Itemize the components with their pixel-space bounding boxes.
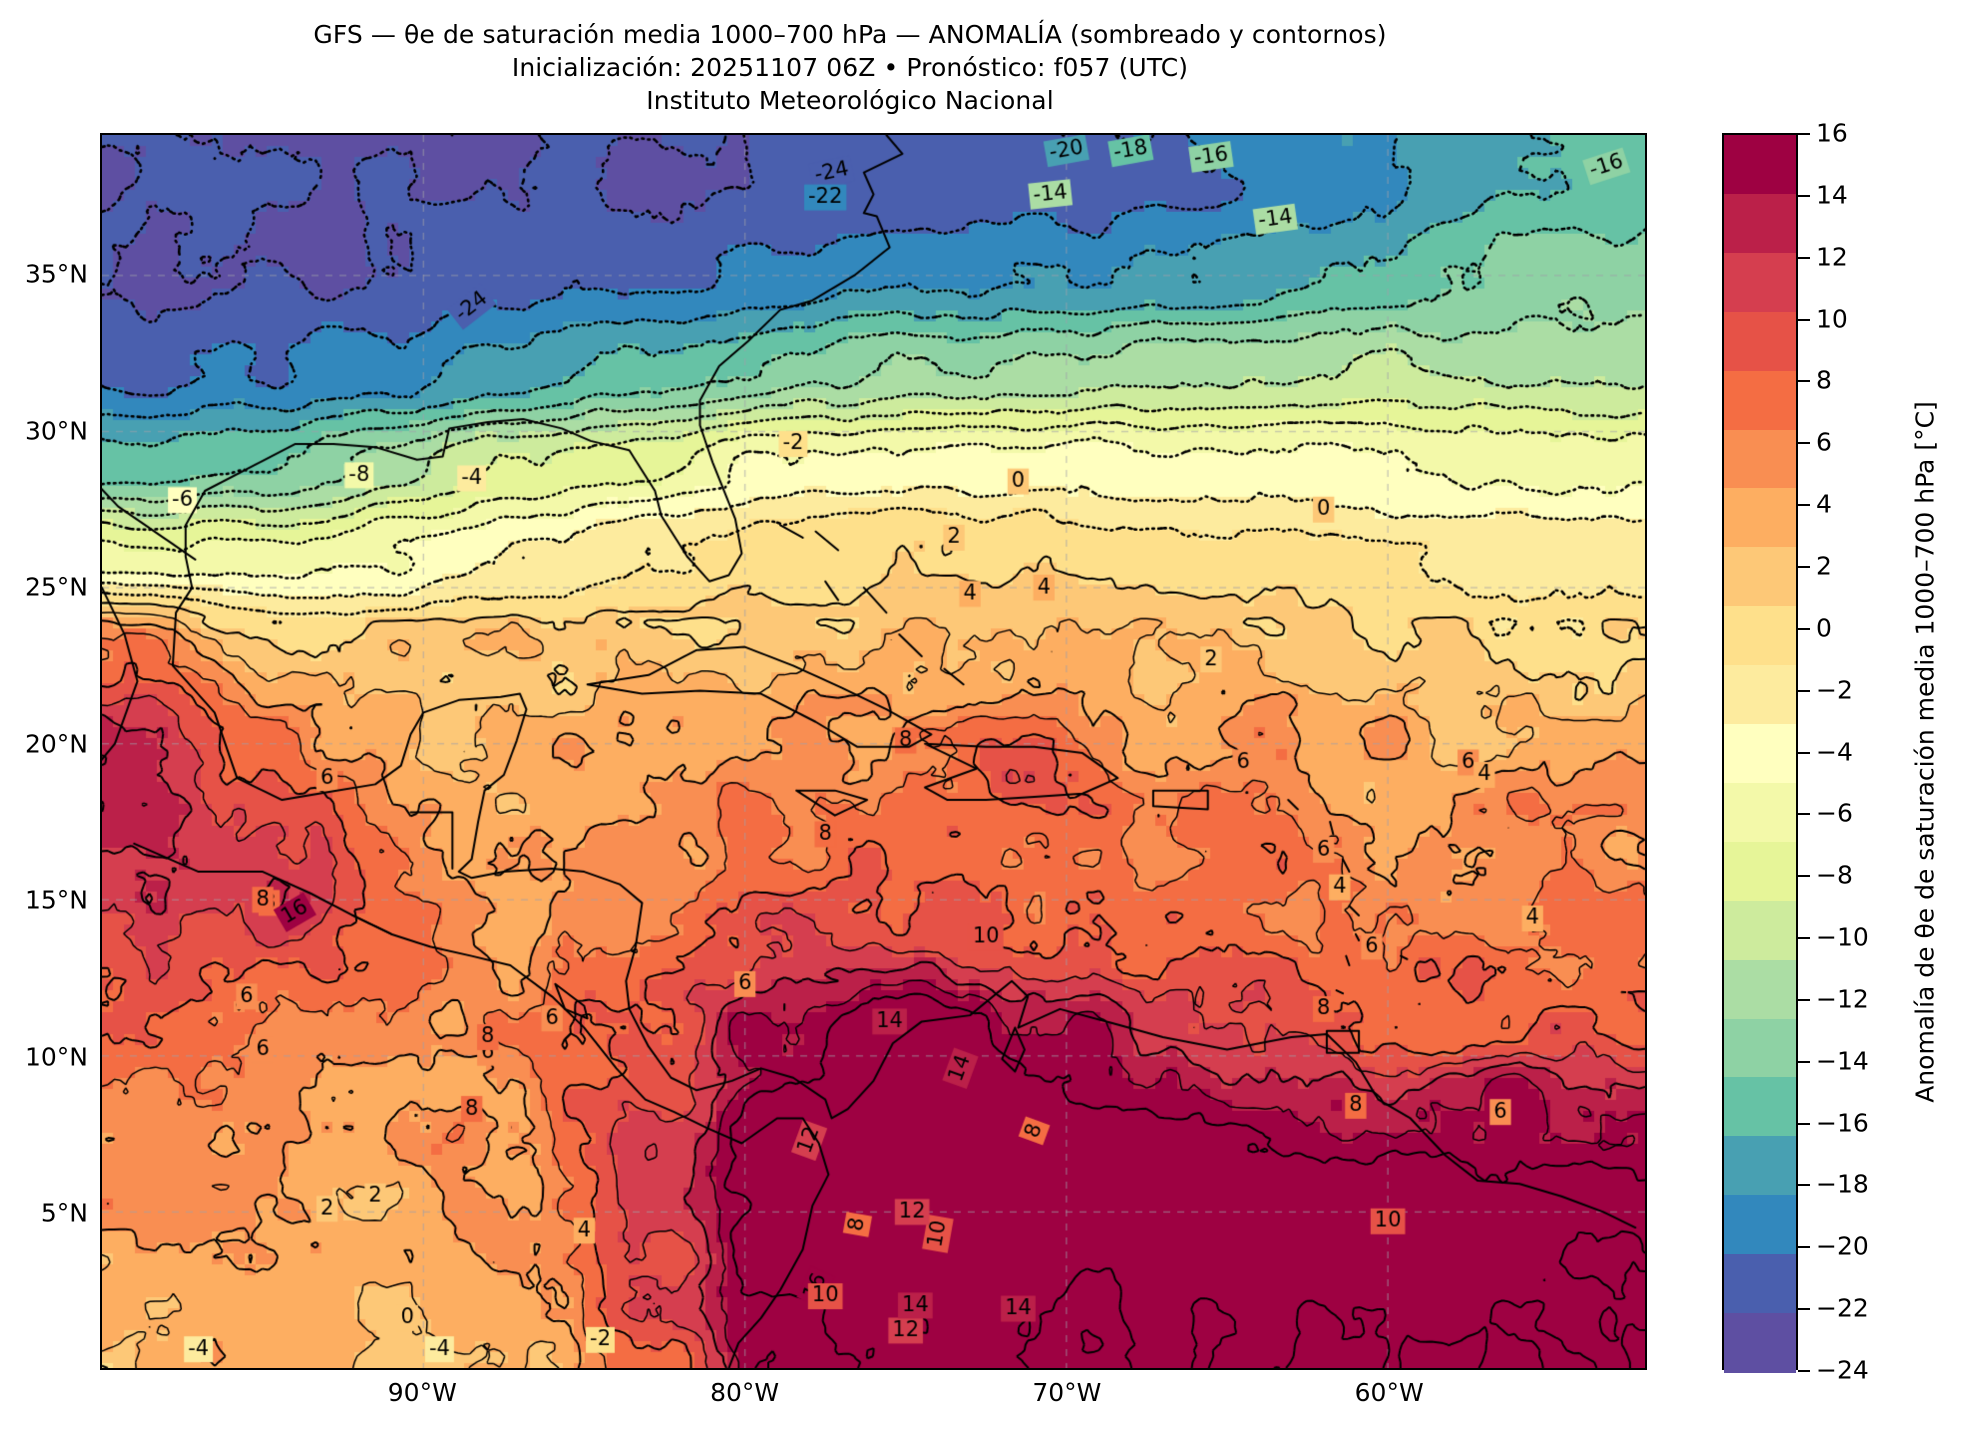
figure-title-line-2: Inicialización: 20251107 06Z • Pronóstic…	[511, 53, 1189, 82]
longitude-tick-label: 80°W	[710, 1378, 780, 1407]
figure-title-line-3: Instituto Meteorológico Nacional	[646, 86, 1054, 115]
colorbar-tick	[1798, 256, 1810, 259]
colorbar-tick-label: 16	[1816, 118, 1848, 148]
colorbar-tick	[1798, 133, 1810, 135]
colorbar-band	[1724, 606, 1796, 666]
colorbar-band	[1724, 370, 1796, 431]
colorbar-band	[1724, 1018, 1796, 1079]
colorbar-tick-label: 0	[1816, 613, 1832, 643]
latitude-tick-label: 20°N	[24, 729, 88, 759]
colorbar	[1722, 133, 1798, 1373]
colorbar-tick	[1798, 998, 1810, 1001]
colorbar-tick-label: 14	[1816, 180, 1848, 210]
colorbar-ticks: 16 14 12 10 8 6 4 2 0 −2 −4 −6 −8 −10 −12 −14 −16 −18 −20 −…	[1798, 119, 1918, 1385]
colorbar-tick-label: −10	[1816, 922, 1869, 952]
colorbar-label-text: Anomalía de θe de saturación media 1000–…	[1910, 400, 1940, 1103]
colorbar-band	[1724, 782, 1796, 843]
colorbar-band	[1724, 252, 1796, 313]
colorbar-tick-label: 12	[1816, 242, 1848, 272]
colorbar-band	[1724, 1195, 1796, 1255]
figure-title-line-1: GFS — θe de saturación media 1000–700 hP…	[313, 20, 1387, 49]
colorbar-band	[1724, 429, 1796, 490]
latitude-tick-label: 25°N	[24, 572, 88, 602]
colorbar-tick	[1798, 937, 1810, 940]
colorbar-label: Anomalía de θe de saturación media 1000–…	[1905, 133, 1945, 1370]
colorbar-tick	[1798, 1246, 1810, 1249]
colorbar-tick	[1798, 1122, 1810, 1125]
latitude-tick-label: 30°N	[24, 416, 88, 445]
colorbar-tick-label: 2	[1816, 551, 1832, 581]
colorbar-band	[1724, 193, 1796, 254]
colorbar-tick	[1798, 380, 1810, 383]
colorbar-tick-label: 10	[1816, 304, 1848, 334]
colorbar-tick-label: −24	[1816, 1355, 1869, 1385]
colorbar-band	[1724, 488, 1796, 548]
colorbar-tick-label: 4	[1816, 489, 1832, 519]
colorbar-tick	[1798, 813, 1810, 816]
colorbar-tick-label: −8	[1816, 860, 1853, 890]
figure-title-block: GFS — θe de saturación media 1000–700 hP…	[0, 18, 1700, 117]
colorbar-tick	[1798, 627, 1810, 630]
colorbar-tick-label: −2	[1816, 675, 1853, 705]
map-plot-area[interactable]	[100, 133, 1647, 1370]
colorbar-tick-label: −12	[1816, 984, 1869, 1014]
latitude-tick-label: 10°N	[24, 1042, 88, 1072]
colorbar-band	[1724, 1313, 1796, 1373]
colorbar-tick-label: −16	[1816, 1108, 1869, 1138]
colorbar-band	[1724, 1136, 1796, 1196]
colorbar-tick-label: 6	[1816, 427, 1832, 457]
longitude-tick-label: 60°W	[1354, 1378, 1424, 1407]
colorbar-band	[1724, 900, 1796, 961]
colorbar-tick	[1798, 318, 1810, 321]
colorbar-tick	[1798, 689, 1810, 692]
colorbar-tick	[1798, 875, 1810, 878]
longitude-tick-label: 70°W	[1032, 1378, 1102, 1407]
colorbar-tick	[1798, 504, 1810, 507]
longitude-axis-labels: 90°W 80°W 70°W 60°W	[100, 1378, 1647, 1418]
colorbar-tick	[1798, 1370, 1810, 1372]
colorbar-tick	[1798, 1060, 1810, 1063]
colorbar-tick	[1798, 194, 1810, 197]
anomaly-heatmap-canvas	[102, 135, 1645, 1368]
colorbar-tick	[1798, 1308, 1810, 1311]
colorbar-band	[1724, 724, 1796, 784]
colorbar-tick	[1798, 565, 1810, 568]
colorbar-band	[1724, 547, 1796, 607]
colorbar-tick-label: −6	[1816, 798, 1853, 828]
colorbar-tick	[1798, 751, 1810, 754]
colorbar-band	[1724, 665, 1796, 725]
latitude-axis-labels: 35°N 30°N 25°N 20°N 15°N 10°N 5°N	[0, 133, 88, 1370]
colorbar-band	[1724, 1077, 1796, 1137]
colorbar-tick-label: −4	[1816, 737, 1853, 766]
colorbar-tick-label: −22	[1816, 1293, 1869, 1323]
colorbar-band	[1724, 1254, 1796, 1314]
colorbar-band	[1724, 135, 1796, 195]
colorbar-tick-label: −14	[1816, 1046, 1869, 1076]
colorbar-tick-label: −20	[1816, 1231, 1869, 1261]
colorbar-tick	[1798, 442, 1810, 445]
latitude-tick-label: 35°N	[24, 259, 88, 289]
colorbar-band	[1724, 311, 1796, 372]
latitude-tick-label: 15°N	[24, 885, 88, 915]
colorbar-tick-label: −18	[1816, 1169, 1869, 1199]
colorbar-band	[1724, 959, 1796, 1020]
longitude-tick-label: 90°W	[387, 1378, 457, 1407]
latitude-tick-label: 5°N	[40, 1198, 88, 1228]
colorbar-band	[1724, 841, 1796, 902]
colorbar-tick	[1798, 1184, 1810, 1187]
colorbar-tick-label: 8	[1816, 365, 1832, 395]
